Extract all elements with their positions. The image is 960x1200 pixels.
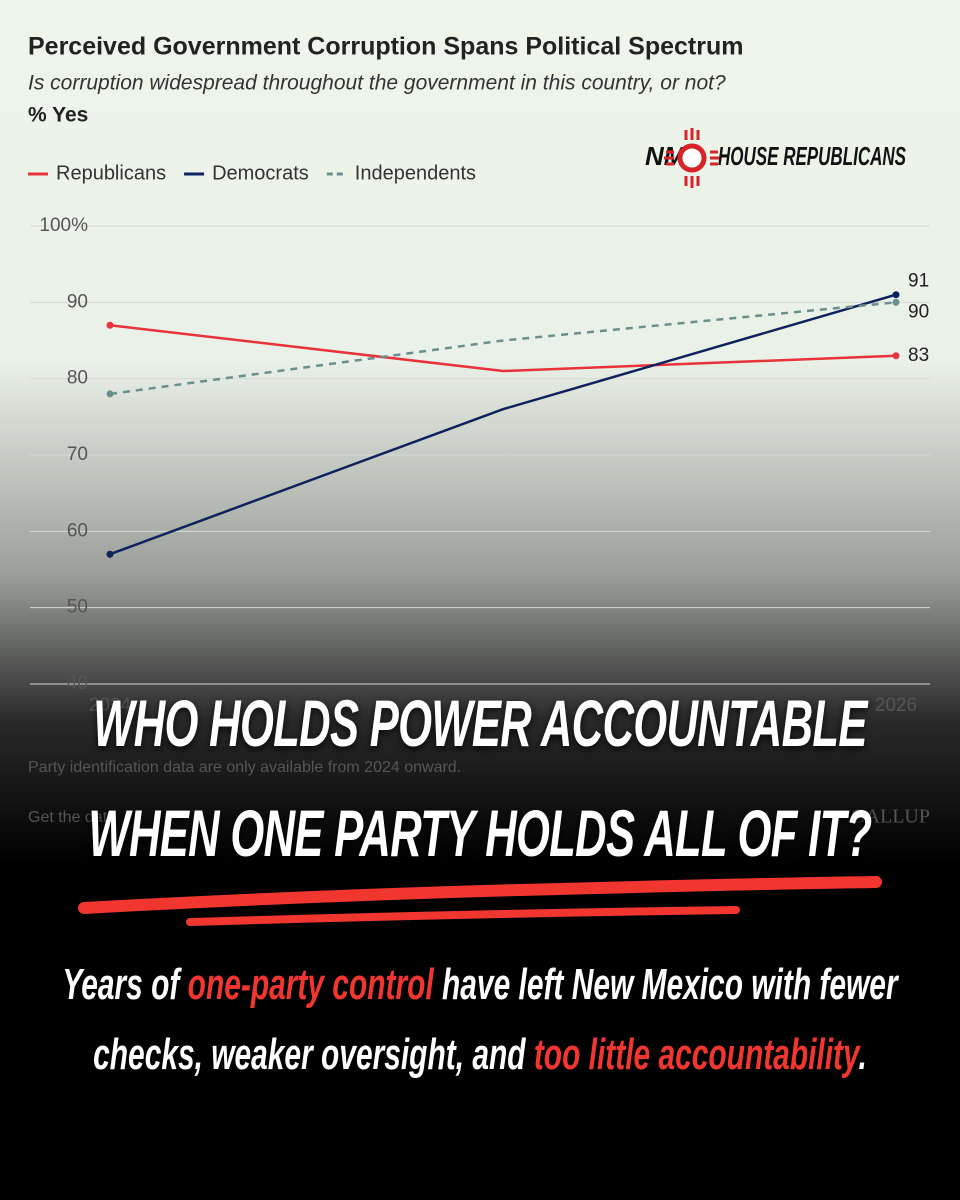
y-tick-label: 40: [67, 673, 88, 694]
point: [106, 550, 114, 558]
legend-label: Independents: [355, 162, 476, 184]
logo: NM HOUSE REPUBLICANS: [645, 128, 906, 188]
zia-symbol: [664, 128, 720, 188]
y-tick-label: 70: [67, 444, 88, 465]
body-segment: too little accountability: [533, 1030, 859, 1079]
headline: WHEN ONE PARTY HOLDS ALL OF IT?: [88, 796, 872, 870]
point: [106, 321, 114, 329]
point: [892, 298, 900, 306]
y-tick-label: 100%: [39, 215, 88, 236]
series-line: [109, 301, 897, 396]
data-label: 90: [908, 301, 929, 322]
legend-label: Democrats: [212, 162, 309, 184]
body-segment: Years of: [62, 960, 188, 1009]
zia-sun: [677, 143, 707, 173]
logo-right: HOUSE REPUBLICANS: [718, 141, 906, 171]
point: [106, 390, 114, 398]
y-tick-label: 80: [67, 368, 88, 389]
y-label: % Yes: [28, 104, 88, 127]
body-segment: have left New Mexico with fewer checks, …: [93, 960, 898, 1079]
data-label: 91: [908, 271, 929, 292]
body-text: Years of one-party control have left New…: [38, 950, 922, 1090]
series-line: [109, 293, 897, 556]
brush-stroke: [78, 876, 882, 914]
point: [892, 291, 900, 299]
source: GALLUP: [851, 806, 930, 828]
source-link[interactable]: Get the data: [28, 809, 116, 826]
point: [892, 352, 900, 360]
headline: WHO HOLDS POWER ACCOUNTABLE: [93, 686, 867, 760]
body-segment: one-party control: [187, 960, 434, 1009]
x-tick-label: 2024: [89, 695, 132, 716]
x-tick-label: 2026: [875, 695, 917, 716]
y-tick-label: 50: [67, 597, 88, 618]
data-label: 83: [908, 345, 929, 366]
footnote: Party identification data are only avail…: [28, 759, 461, 776]
series-line: [109, 323, 897, 373]
legend-label: Republicans: [56, 162, 166, 184]
body-segment: .: [858, 1030, 867, 1079]
brush-stroke: [186, 906, 740, 926]
chart-title: Perceived Government Corruption Spans Po…: [28, 33, 743, 61]
plot: 40 50 60 70 80 90 100% 2024 2026 Republicans Democ…: [28, 162, 930, 716]
chart-subtitle: Is corruption widespread throughout the …: [28, 72, 726, 95]
y-tick-label: 90: [67, 291, 88, 312]
y-tick-label: 60: [67, 520, 88, 541]
